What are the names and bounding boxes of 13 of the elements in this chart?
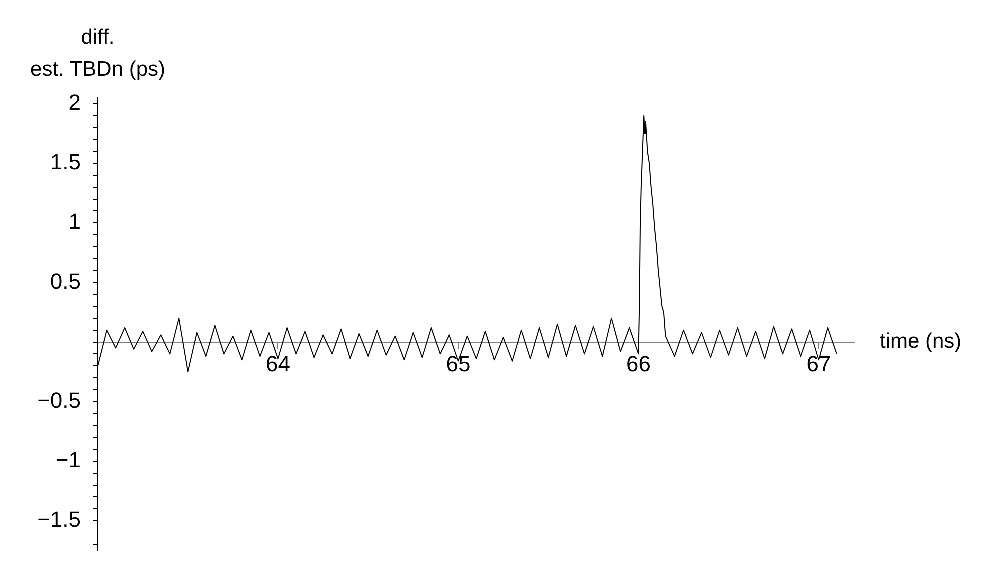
y-tick-label: 0.5 (50, 268, 81, 294)
y-tick-label: 1 (68, 209, 81, 234)
y-tick-label: 1.5 (50, 150, 81, 175)
y-tick-label: −1.5 (38, 507, 81, 532)
x-axis-title: time (ns) (880, 330, 962, 354)
y-tick-label: −0.5 (38, 388, 81, 413)
y-tick-label: 2 (68, 90, 81, 116)
x-tick-label: 66 (626, 352, 651, 377)
x-tick-label: 65 (446, 352, 471, 377)
y-axis-title: diff. est. TBDn (ps) (30, 26, 166, 81)
y-tick-label: −1 (56, 447, 81, 472)
x-tick-label: 64 (266, 352, 290, 377)
x-tick-label: 67 (806, 352, 832, 377)
